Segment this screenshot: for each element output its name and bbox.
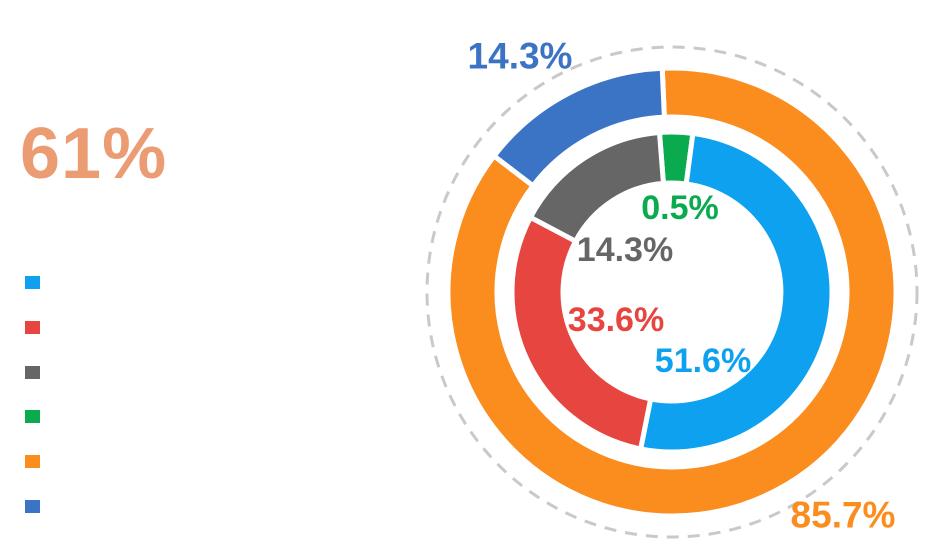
legend-swatch-green: [25, 410, 40, 424]
guide-circle-dashed: [425, 45, 919, 539]
headline-percentage: 61%: [20, 114, 168, 194]
legend-swatch-light-blue: [25, 276, 40, 289]
legend: [25, 276, 40, 514]
legend-swatch-orange: [25, 455, 40, 469]
label-outer-orange-segment: 85.7%: [790, 494, 896, 536]
donut-rings: [425, 45, 919, 539]
donut-segment-outer-85.7%: [445, 65, 899, 519]
legend-swatch-red: [25, 320, 40, 334]
donut-segment-inner-14.3%: [527, 129, 667, 245]
donut-segment-outer-14.3%: [490, 65, 667, 190]
label-inner-blue-segment: 51.6%: [654, 342, 752, 380]
legend-swatch-gray: [25, 365, 40, 379]
label-inner-gray-segment: 14.3%: [576, 231, 674, 269]
label-outer-blue-segment: 14.3%: [467, 35, 573, 77]
legend-swatch-dark-blue: [25, 500, 40, 513]
label-inner-green-segment: 0.5%: [641, 189, 719, 227]
label-inner-red-segment: 33.6%: [567, 301, 665, 339]
donut-segment-inner-33.6%: [509, 214, 654, 452]
donut-segment-inner-51.6%: [637, 130, 835, 455]
